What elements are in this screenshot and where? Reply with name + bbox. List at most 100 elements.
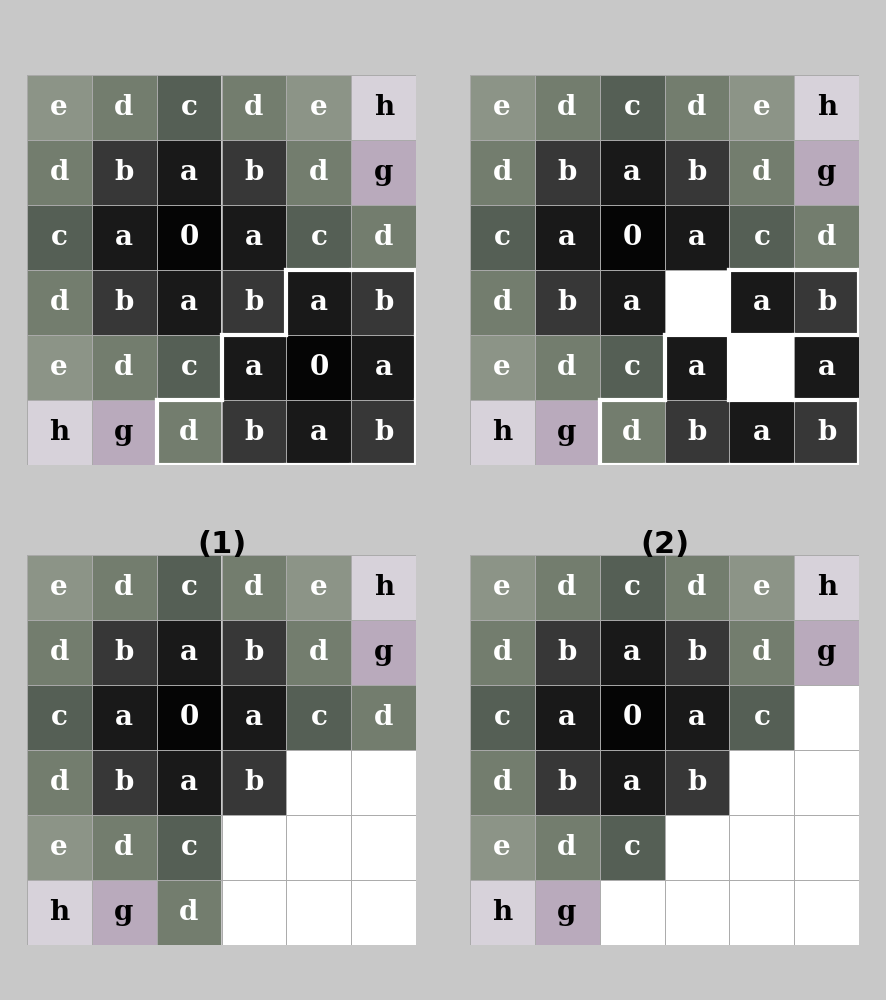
Text: a: a — [623, 769, 641, 796]
Bar — [729, 815, 795, 880]
Text: a: a — [115, 224, 133, 251]
Bar — [91, 75, 157, 140]
Bar — [91, 335, 157, 400]
Bar — [664, 205, 729, 270]
Text: e: e — [51, 834, 68, 861]
Bar — [600, 400, 664, 465]
Bar — [729, 880, 795, 945]
Bar — [91, 880, 157, 945]
Text: e: e — [494, 94, 511, 121]
Text: d: d — [179, 419, 198, 446]
Bar — [664, 815, 729, 880]
Text: d: d — [493, 159, 512, 186]
Text: a: a — [310, 289, 328, 316]
Bar — [352, 815, 416, 880]
Text: g: g — [374, 159, 393, 186]
Bar — [27, 815, 91, 880]
Text: c: c — [181, 834, 198, 861]
Text: c: c — [624, 354, 641, 381]
Bar — [795, 620, 859, 685]
Text: d: d — [309, 159, 329, 186]
Bar — [664, 750, 729, 815]
Bar — [534, 620, 600, 685]
Text: e: e — [51, 94, 68, 121]
Bar — [27, 620, 91, 685]
Text: d: d — [309, 639, 329, 666]
Text: e: e — [753, 574, 771, 601]
Text: d: d — [557, 94, 577, 121]
Text: d: d — [557, 354, 577, 381]
Bar — [534, 75, 600, 140]
Text: a: a — [753, 419, 771, 446]
Bar — [222, 620, 286, 685]
Bar — [352, 685, 416, 750]
Bar — [600, 880, 664, 945]
Bar — [664, 335, 729, 400]
Bar — [91, 140, 157, 205]
Text: c: c — [181, 94, 198, 121]
Bar — [91, 555, 157, 620]
Bar — [27, 335, 91, 400]
Bar — [600, 815, 664, 880]
Text: h: h — [49, 419, 69, 446]
Text: c: c — [624, 574, 641, 601]
Text: d: d — [752, 159, 772, 186]
Bar — [286, 880, 352, 945]
Bar — [795, 335, 859, 400]
Bar — [286, 140, 352, 205]
Bar — [729, 140, 795, 205]
Bar — [91, 685, 157, 750]
Bar — [470, 685, 534, 750]
Text: a: a — [623, 639, 641, 666]
Bar — [534, 335, 600, 400]
Text: g: g — [557, 899, 577, 926]
Bar — [664, 620, 729, 685]
Text: e: e — [51, 574, 68, 601]
Bar — [664, 75, 729, 140]
Text: a: a — [245, 704, 263, 731]
Text: d: d — [179, 899, 198, 926]
Text: b: b — [374, 419, 393, 446]
Bar — [729, 75, 795, 140]
Bar — [91, 205, 157, 270]
Bar — [795, 685, 859, 750]
Text: e: e — [753, 94, 771, 121]
Text: a: a — [375, 354, 392, 381]
Bar — [222, 750, 286, 815]
Bar — [664, 140, 729, 205]
Text: d: d — [374, 224, 393, 251]
Text: d: d — [493, 639, 512, 666]
Bar — [157, 620, 222, 685]
Bar — [352, 620, 416, 685]
Text: a: a — [245, 354, 263, 381]
Text: d: d — [114, 94, 134, 121]
Bar — [600, 270, 664, 335]
Bar — [286, 400, 352, 465]
Bar — [470, 335, 534, 400]
Bar — [534, 400, 600, 465]
Bar — [600, 75, 664, 140]
Bar — [157, 815, 222, 880]
Bar — [729, 400, 795, 465]
Bar — [470, 400, 534, 465]
Bar — [795, 205, 859, 270]
Bar — [352, 750, 416, 815]
Bar — [91, 400, 157, 465]
Bar — [222, 140, 286, 205]
Bar — [729, 205, 795, 270]
Text: 0: 0 — [309, 354, 329, 381]
Bar — [534, 880, 600, 945]
Bar — [795, 815, 859, 880]
Text: g: g — [114, 419, 134, 446]
Bar — [795, 555, 859, 620]
Text: b: b — [114, 769, 134, 796]
Bar — [729, 555, 795, 620]
Bar — [286, 270, 352, 335]
Bar — [157, 335, 222, 400]
Bar — [222, 75, 286, 140]
Text: 0: 0 — [179, 224, 198, 251]
Bar — [600, 205, 664, 270]
Text: c: c — [181, 574, 198, 601]
Text: 0: 0 — [179, 704, 198, 731]
Bar — [470, 620, 534, 685]
